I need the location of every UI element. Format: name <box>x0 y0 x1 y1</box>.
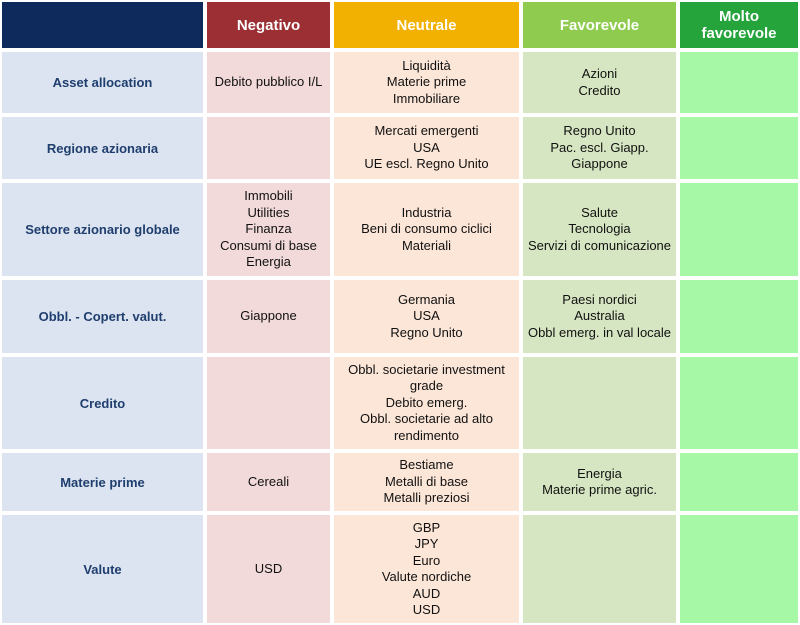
cell-neutrale: Liquidità Materie prime Immobiliare <box>332 50 521 115</box>
table-row: Obbl. - Copert. valut. Giappone Germania US… <box>0 278 800 355</box>
header-negativo: Negativo <box>205 0 332 50</box>
list-item: Azioni <box>581 66 618 81</box>
table-row: Settore azionario globale Immobili Utiliti… <box>0 181 800 278</box>
list-item: Tecnologia <box>568 221 631 237</box>
list-item: Australia <box>574 308 625 324</box>
row-label: Asset allocation <box>0 50 205 115</box>
list-item: Energia <box>577 465 622 481</box>
list-item: Bestiame <box>399 457 454 473</box>
list-item: Obbl. societarie investment grade <box>348 361 505 394</box>
cell-neutrale: Mercati emergenti USA UE escl. Regno Unito <box>332 115 521 181</box>
table-row: Asset allocation Debito pubblico I/L Liqui… <box>0 50 800 115</box>
list-item: JPY <box>414 536 439 551</box>
table-row: Credito Obbl. societarie investment grade… <box>0 355 800 451</box>
row-label: Credito <box>0 355 205 451</box>
cell-neutrale: GBP JPY Euro Valute nordiche AUD USD <box>332 513 521 625</box>
list-item: USA <box>413 308 440 324</box>
list-item: Debito emerg. <box>385 394 468 410</box>
list-item: Euro <box>412 552 441 568</box>
list-item: Giappone <box>240 308 297 324</box>
list-item: USA <box>413 139 440 155</box>
list-item: Finanza <box>245 221 292 237</box>
table-row: Regione azionaria Mercati emergenti USA UE … <box>0 115 800 181</box>
list-item: UE escl. Regno Unito <box>364 156 489 172</box>
cell-favorevole <box>521 355 678 451</box>
cell-neutrale: Bestiame Metalli di base Metalli preziosi <box>332 451 521 513</box>
list-item: Debito pubblico I/L <box>214 74 323 90</box>
cell-favorevole: Azioni Credito <box>521 50 678 115</box>
cell-neutrale: Germania USA Regno Unito <box>332 278 521 355</box>
cell-negativo: USD <box>205 513 332 625</box>
row-label: Obbl. - Copert. valut. <box>0 278 205 355</box>
cell-neutrale: Industria Beni di consumo ciclici Material… <box>332 181 521 278</box>
list-item: Materiali <box>401 237 452 253</box>
cell-favorevole: Paesi nordici Australia Obbl emerg. in val… <box>521 278 678 355</box>
row-label: Regione azionaria <box>0 115 205 181</box>
list-item: Servizi di comunicazione <box>527 237 672 253</box>
list-item: Giappone <box>571 156 628 172</box>
list-item: Paesi nordici <box>562 291 637 307</box>
list-item: Metalli di base <box>384 473 469 489</box>
cell-molto-favorevole <box>678 355 800 451</box>
list-item: Pac. escl. Giapp. <box>550 139 649 155</box>
cell-negativo: Debito pubblico I/L <box>205 50 332 115</box>
cell-neutrale: Obbl. societarie investment grade Debito … <box>332 355 521 451</box>
cell-favorevole: Energia Materie prime agric. <box>521 451 678 513</box>
cell-favorevole: Regno Unito Pac. escl. Giapp. Giappone <box>521 115 678 181</box>
list-item: Materie prime <box>386 74 467 90</box>
header-favorevole: Favorevole <box>521 0 678 50</box>
list-item: Salute <box>581 204 618 220</box>
list-item: Cereali <box>247 473 290 489</box>
list-item: Mercati emergenti <box>374 123 479 139</box>
table-row: Valute USD GBP JPY Euro Valute nordiche AUD USD <box>0 513 800 625</box>
cell-negativo: Immobili Utilities Finanza Consumi di base E… <box>205 181 332 278</box>
list-item: USD <box>412 602 441 617</box>
header-corner <box>0 0 205 50</box>
cell-molto-favorevole <box>678 50 800 115</box>
header-row: Negativo Neutrale Favorevole Molto favor… <box>0 0 800 50</box>
cell-favorevole <box>521 513 678 625</box>
cell-favorevole: Salute Tecnologia Servizi di comunicazione <box>521 181 678 278</box>
list-item: GBP <box>412 519 441 535</box>
list-item: Immobili <box>244 188 293 204</box>
row-label: Settore azionario globale <box>0 181 205 278</box>
list-item: Beni di consumo ciclici <box>361 221 492 237</box>
row-label: Valute <box>0 513 205 625</box>
list-item: Industria <box>401 204 452 220</box>
list-item: Energia <box>246 254 291 270</box>
list-item: AUD <box>412 585 441 601</box>
matrix-body: Asset allocation Debito pubblico I/L Liqui… <box>0 50 800 625</box>
list-item: USD <box>254 560 283 576</box>
list-item: Metalli preziosi <box>383 490 470 506</box>
cell-molto-favorevole <box>678 181 800 278</box>
list-item: Materie prime agric. <box>542 482 657 497</box>
list-item: Regno Unito <box>390 324 463 340</box>
cell-molto-favorevole <box>678 451 800 513</box>
header-neutrale: Neutrale <box>332 0 521 50</box>
cell-negativo: Cereali <box>205 451 332 513</box>
list-item: Utilities <box>247 204 290 220</box>
list-item: Regno Unito <box>563 123 636 139</box>
list-item: Obbl. societarie ad alto rendimento <box>360 411 493 443</box>
table-row: Materie prime Cereali Bestiame Metalli di b… <box>0 451 800 513</box>
list-item: Liquidità <box>402 57 451 73</box>
cell-negativo <box>205 115 332 181</box>
list-item: Germania <box>397 291 456 307</box>
row-label: Materie prime <box>0 451 205 513</box>
list-item: Obbl emerg. in val locale <box>527 324 672 340</box>
list-item: Valute nordiche <box>381 569 472 584</box>
cell-negativo <box>205 355 332 451</box>
cell-molto-favorevole <box>678 278 800 355</box>
list-item: Credito <box>578 82 621 98</box>
cell-negativo: Giappone <box>205 278 332 355</box>
list-item: Immobiliare <box>392 90 461 106</box>
header-molto-favorevole: Molto favorevole <box>678 0 800 50</box>
cell-molto-favorevole <box>678 115 800 181</box>
list-item: Consumi di base <box>220 237 317 253</box>
cell-molto-favorevole <box>678 513 800 625</box>
